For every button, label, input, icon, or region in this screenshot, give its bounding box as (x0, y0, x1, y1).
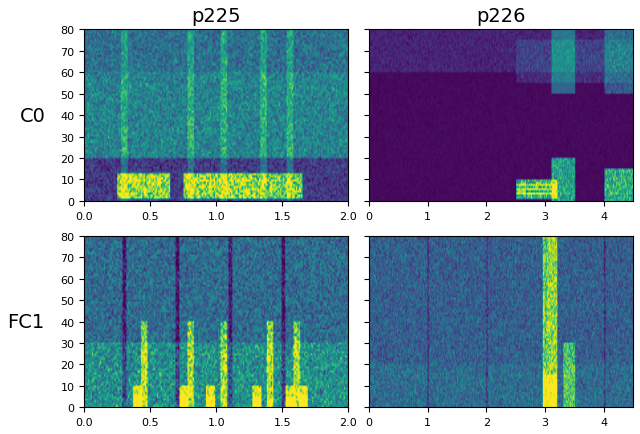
Y-axis label: C0: C0 (20, 106, 45, 125)
Title: p226: p226 (476, 7, 525, 26)
Y-axis label: FC1: FC1 (7, 312, 44, 331)
Title: p225: p225 (191, 7, 241, 26)
